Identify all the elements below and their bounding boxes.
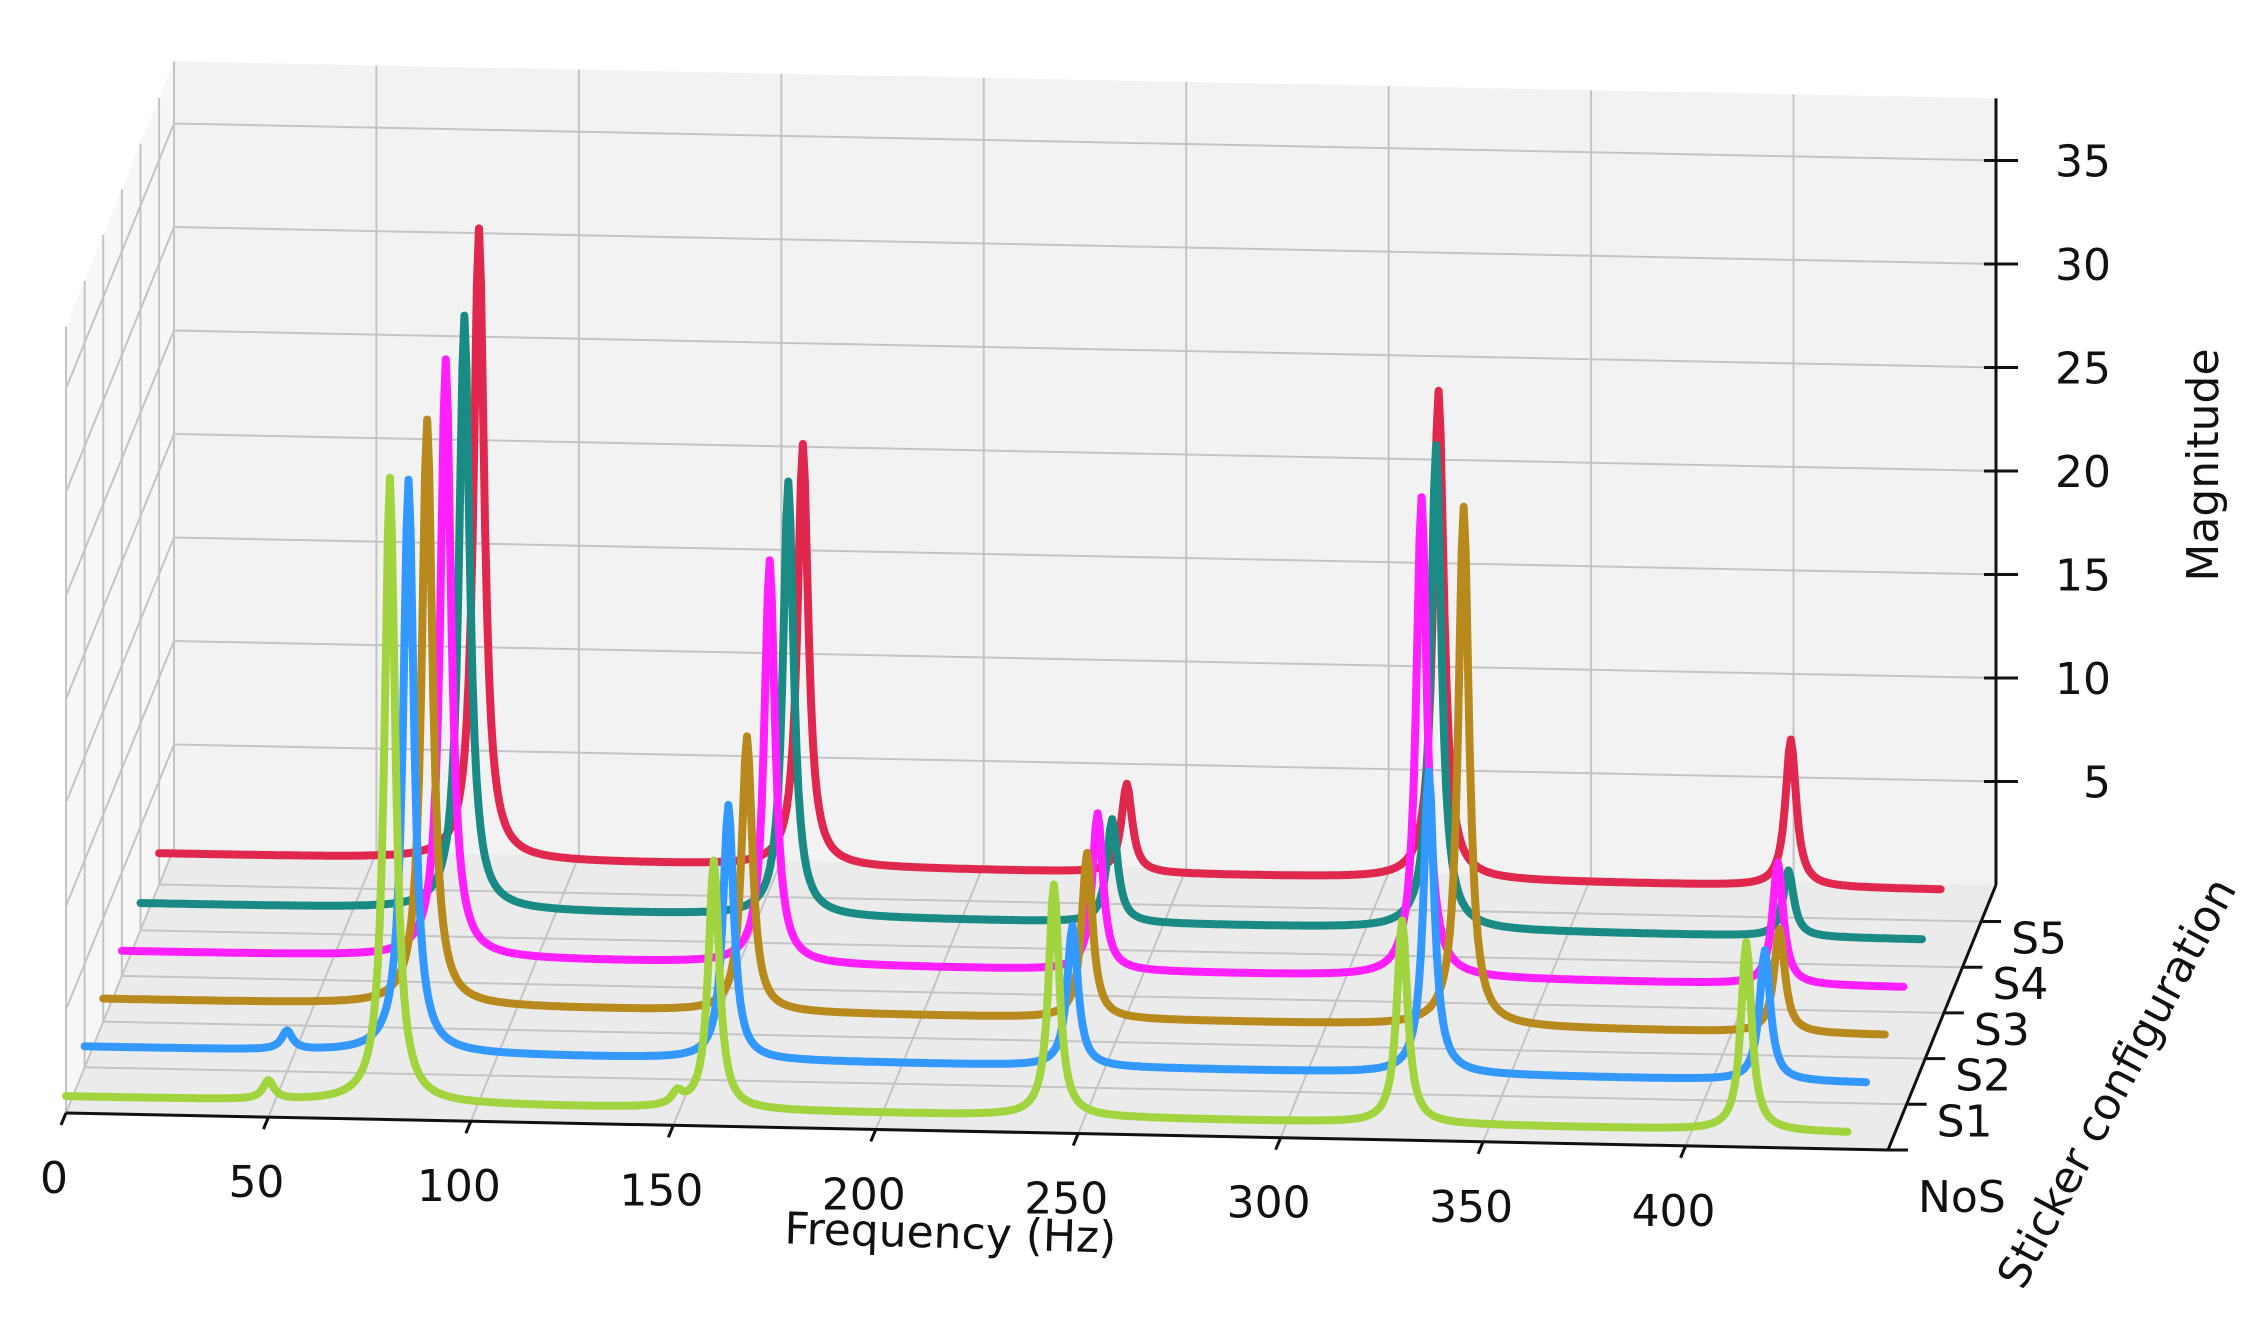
axes-panes xyxy=(66,61,1996,1150)
x-tick-mark xyxy=(666,1124,675,1138)
x-tick-label: 200 xyxy=(822,1169,906,1220)
grid-line-z-back xyxy=(173,536,1997,576)
z-tick-label: 5 xyxy=(2083,758,2111,809)
series-lines xyxy=(62,224,1945,1136)
grid-line-z-side xyxy=(65,640,175,907)
z-tick-label: 30 xyxy=(2055,240,2111,291)
y-axis-line xyxy=(1886,884,1998,1151)
x-tick-mark xyxy=(869,1128,878,1143)
z-tick-label: 10 xyxy=(2055,654,2111,705)
grid-line-x-floor xyxy=(65,847,175,1114)
series-line-NoS xyxy=(62,473,1852,1136)
grid-line-x-floor xyxy=(1279,872,1390,1139)
z-tick-label: 35 xyxy=(2055,137,2111,188)
x-tick-label: 100 xyxy=(417,1161,501,1212)
grid-line-x-floor xyxy=(1077,868,1188,1134)
x-tick-mark xyxy=(59,1112,68,1126)
y-tick-label: S3 xyxy=(1974,1005,2030,1056)
y-tick-label: S2 xyxy=(1955,1051,2011,1102)
grid-line-z-side xyxy=(65,226,175,493)
grid-line-x-floor xyxy=(267,851,378,1118)
x-tick-mark xyxy=(1679,1145,1687,1159)
z-axis-label: Magnitude xyxy=(2178,348,2229,581)
y-tick-label: S4 xyxy=(1992,959,2048,1010)
z-tick-label: 25 xyxy=(2055,344,2111,395)
x-tick-label: 250 xyxy=(1024,1174,1108,1225)
x-tick-label: 300 xyxy=(1227,1178,1311,1229)
x-tick-mark xyxy=(1071,1132,1080,1147)
back-pane xyxy=(174,61,1996,885)
y-tick-label: NoS xyxy=(1918,1172,2006,1223)
x-tick-label: 350 xyxy=(1429,1182,1513,1233)
grid-line-x-floor xyxy=(469,855,580,1122)
x-tick-label: 400 xyxy=(1632,1186,1716,1237)
grid-line-z-side xyxy=(65,433,175,700)
axis-lines xyxy=(65,98,1998,1152)
x-tick-mark xyxy=(1476,1141,1485,1155)
x-tick-label: 50 xyxy=(228,1157,284,1208)
x-tick-mark xyxy=(262,1116,270,1130)
z-tick-label: 15 xyxy=(2055,551,2111,602)
grid-line-x-floor xyxy=(1482,876,1593,1143)
grid-line-z-side xyxy=(65,123,175,389)
z-tick-label: 20 xyxy=(2055,447,2111,498)
grid-line-z-back xyxy=(173,640,1997,679)
grid-line-y-floor xyxy=(84,1066,1907,1106)
grid-line-z-side xyxy=(65,537,175,803)
x-tick-label: 150 xyxy=(619,1165,703,1216)
x-axis-label: Frequency (Hz) xyxy=(784,1203,1117,1263)
x-axis-line xyxy=(65,1111,1889,1152)
y-tick-label: S5 xyxy=(2011,914,2067,965)
x-tick-mark xyxy=(464,1120,473,1134)
grid-line-z-back xyxy=(173,122,1997,162)
series-line-S1 xyxy=(80,475,1871,1087)
x-tick-label: 0 xyxy=(40,1153,68,1204)
y-tick-label: S1 xyxy=(1937,1096,1993,1147)
x-tick-mark xyxy=(1274,1137,1283,1151)
grid-line-z-side xyxy=(65,330,175,596)
grid-line-z-side xyxy=(65,744,175,1010)
grid-line-x-floor xyxy=(874,864,985,1130)
